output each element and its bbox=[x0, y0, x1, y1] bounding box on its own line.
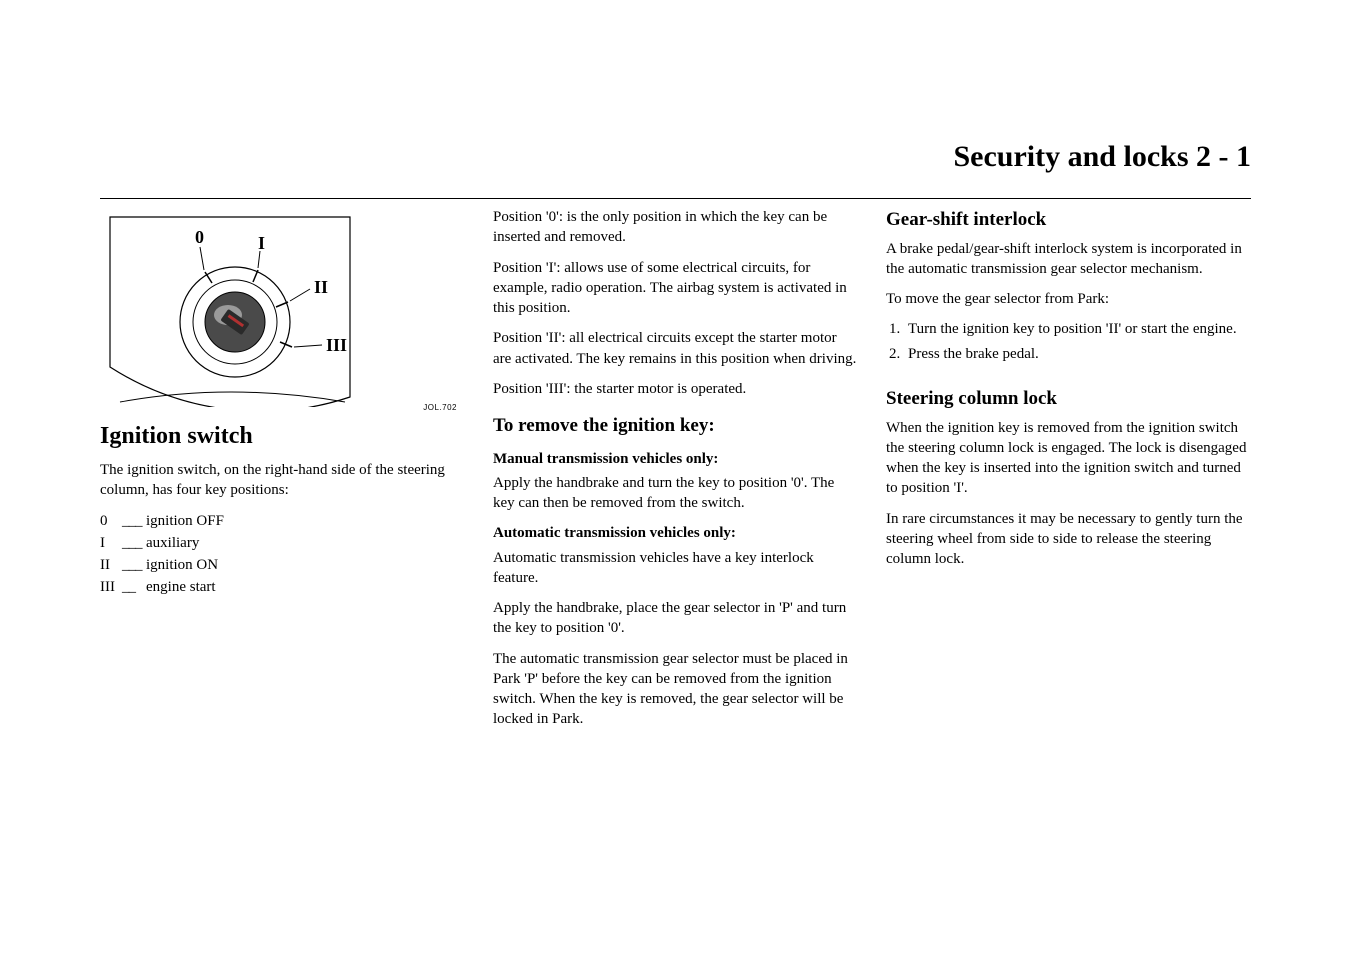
position-list: 0 ___ ignition OFF I ___ auxiliary II __… bbox=[100, 511, 465, 598]
column-layout: 0 I II III JOL.702 Ignition switch The i… bbox=[100, 207, 1251, 740]
page-container: Security and locks 2 - 1 bbox=[0, 0, 1351, 780]
position-separator: ___ bbox=[122, 533, 146, 553]
column-1: 0 I II III JOL.702 Ignition switch The i… bbox=[100, 207, 465, 740]
diagram-label-0: 0 bbox=[195, 227, 204, 247]
ignition-switch-heading: Ignition switch bbox=[100, 420, 465, 452]
position-label: ignition OFF bbox=[146, 511, 224, 531]
position-key: III bbox=[100, 577, 122, 597]
remove-key-heading: To remove the ignition key: bbox=[493, 413, 858, 439]
position-row: III __ engine start bbox=[100, 577, 465, 597]
position-row: 0 ___ ignition OFF bbox=[100, 511, 465, 531]
column-3: Gear-shift interlock A brake pedal/gear-… bbox=[886, 207, 1251, 740]
position-row: II ___ ignition ON bbox=[100, 555, 465, 575]
steering-lock-heading: Steering column lock bbox=[886, 386, 1251, 412]
diagram-label-I: I bbox=[258, 233, 265, 253]
column-2: Position '0': is the only position in wh… bbox=[493, 207, 858, 740]
position-separator: ___ bbox=[122, 555, 146, 575]
position-1-desc: Position 'I': allows use of some electri… bbox=[493, 258, 858, 319]
gear-shift-steps: Turn the ignition key to position 'II' o… bbox=[886, 319, 1251, 364]
header-rule bbox=[100, 198, 1251, 199]
position-label: ignition ON bbox=[146, 555, 218, 575]
gear-shift-heading: Gear-shift interlock bbox=[886, 207, 1251, 233]
ignition-switch-diagram: 0 I II III bbox=[100, 207, 360, 407]
position-label: engine start bbox=[146, 577, 216, 597]
position-separator: ___ bbox=[122, 511, 146, 531]
steering-lock-desc-1: When the ignition key is removed from th… bbox=[886, 418, 1251, 499]
auto-instructions-1: Automatic transmission vehicles have a k… bbox=[493, 548, 858, 589]
position-row: I ___ auxiliary bbox=[100, 533, 465, 553]
diagram-label-III: III bbox=[326, 335, 347, 355]
gear-shift-desc: A brake pedal/gear-shift interlock syste… bbox=[886, 239, 1251, 280]
position-3-desc: Position 'III': the starter motor is ope… bbox=[493, 379, 858, 399]
position-label: auxiliary bbox=[146, 533, 199, 553]
gear-shift-step: Turn the ignition key to position 'II' o… bbox=[904, 319, 1251, 339]
position-0-desc: Position '0': is the only position in wh… bbox=[493, 207, 858, 248]
ignition-intro: The ignition switch, on the right-hand s… bbox=[100, 460, 465, 501]
gear-shift-steps-intro: To move the gear selector from Park: bbox=[886, 289, 1251, 309]
manual-transmission-heading: Manual transmission vehicles only: bbox=[493, 449, 858, 469]
diagram-label-II: II bbox=[314, 277, 328, 297]
position-key: II bbox=[100, 555, 122, 575]
auto-instructions-3: The automatic transmission gear selector… bbox=[493, 649, 858, 730]
manual-instructions: Apply the handbrake and turn the key to … bbox=[493, 473, 858, 514]
position-separator: __ bbox=[122, 577, 146, 597]
position-2-desc: Position 'II': all electrical circuits e… bbox=[493, 328, 858, 369]
position-key: I bbox=[100, 533, 122, 553]
gear-shift-step: Press the brake pedal. bbox=[904, 344, 1251, 364]
steering-lock-desc-2: In rare circumstances it may be necessar… bbox=[886, 509, 1251, 570]
page-header: Security and locks 2 - 1 bbox=[100, 140, 1251, 174]
position-key: 0 bbox=[100, 511, 122, 531]
auto-instructions-2: Apply the handbrake, place the gear sele… bbox=[493, 598, 858, 639]
automatic-transmission-heading: Automatic transmission vehicles only: bbox=[493, 523, 858, 543]
